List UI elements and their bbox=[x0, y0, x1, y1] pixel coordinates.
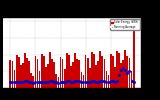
Bar bbox=[104, 59, 105, 88]
Bar bbox=[58, 77, 59, 88]
Bar bbox=[24, 53, 26, 88]
Bar bbox=[85, 55, 86, 88]
Bar bbox=[99, 51, 101, 88]
Bar bbox=[30, 73, 32, 88]
Bar bbox=[12, 61, 13, 88]
Bar bbox=[108, 75, 109, 88]
Bar bbox=[26, 58, 28, 88]
Bar bbox=[93, 54, 95, 88]
Bar bbox=[20, 65, 22, 88]
Bar bbox=[22, 63, 24, 88]
Bar bbox=[78, 60, 80, 88]
Bar bbox=[76, 59, 78, 88]
Bar bbox=[68, 55, 70, 88]
Bar bbox=[95, 65, 97, 88]
Bar bbox=[47, 64, 49, 88]
Bar bbox=[91, 52, 93, 88]
Bar bbox=[62, 59, 64, 88]
Bar bbox=[74, 53, 76, 88]
Legend: Solar Energy (kWh), Running Average: Solar Energy (kWh), Running Average bbox=[110, 19, 140, 30]
Bar bbox=[70, 66, 72, 88]
Bar bbox=[16, 55, 17, 88]
Bar bbox=[97, 61, 99, 88]
Bar bbox=[106, 71, 107, 88]
Bar bbox=[89, 68, 91, 88]
Bar bbox=[129, 58, 130, 88]
Bar bbox=[127, 56, 128, 88]
Bar bbox=[116, 51, 118, 88]
Bar bbox=[64, 69, 66, 88]
Bar bbox=[51, 59, 53, 88]
Bar bbox=[118, 53, 120, 88]
Bar bbox=[39, 71, 40, 88]
Bar bbox=[28, 61, 30, 88]
Bar bbox=[9, 60, 11, 88]
Bar bbox=[80, 72, 82, 88]
Bar bbox=[49, 52, 51, 88]
Bar bbox=[131, 71, 132, 88]
Bar bbox=[41, 54, 43, 88]
Bar bbox=[133, 23, 135, 88]
Bar bbox=[18, 57, 20, 88]
Title: Solar PV/Inverter Performance Monthly Solar Energy Production Value Running Aver: Solar PV/Inverter Performance Monthly So… bbox=[8, 7, 136, 18]
Bar bbox=[87, 58, 89, 88]
Bar bbox=[43, 56, 45, 88]
Bar bbox=[112, 56, 114, 88]
Bar bbox=[110, 54, 112, 88]
Bar bbox=[101, 56, 103, 88]
Bar bbox=[35, 56, 36, 88]
Bar bbox=[66, 53, 68, 88]
Bar bbox=[53, 62, 55, 88]
Bar bbox=[120, 63, 122, 88]
Bar bbox=[60, 57, 61, 88]
Bar bbox=[72, 62, 74, 88]
Bar bbox=[32, 76, 34, 88]
Bar bbox=[37, 59, 38, 88]
Bar bbox=[14, 70, 15, 88]
Bar bbox=[124, 50, 126, 88]
Bar bbox=[122, 60, 124, 88]
Bar bbox=[55, 74, 57, 88]
Bar bbox=[114, 67, 116, 88]
Bar bbox=[83, 75, 84, 88]
Bar bbox=[45, 67, 47, 88]
